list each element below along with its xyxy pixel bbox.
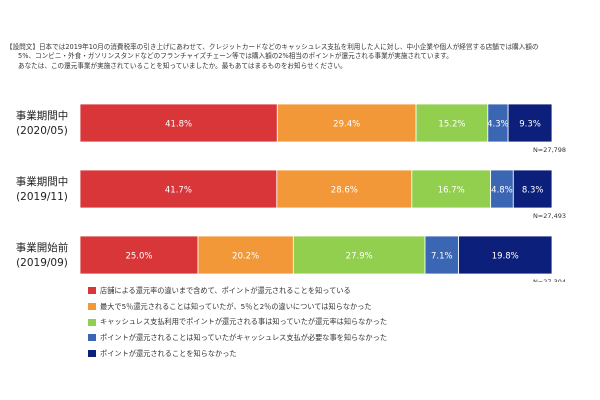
question-line: 5%、コンビニ・外食・ガソリンスタンドなどのフランチャイズチェーン等では購入額の… <box>18 52 453 61</box>
legend-label: ポイントが還元されることは知っていたがキャッシュレス支払が必要な事を知らなかった <box>100 333 388 343</box>
legend-label: ポイントが還元されることを知らなかった <box>100 348 237 358</box>
category-sublabel: (2019/11) <box>16 191 68 203</box>
data-label: 7.1% <box>431 252 453 262</box>
legend-item: 最大で5％還元されることは知っていたが、5％と2％の違いについては知らなかった <box>88 299 387 315</box>
question-text: 【設問文】日本では2019年10月の消費税率の引き上げにあわせて、クレジットカー… <box>6 43 596 71</box>
data-label: 4.8% <box>491 186 513 196</box>
data-label: 25.0% <box>125 252 152 262</box>
bar-segment <box>276 103 417 143</box>
legend-label: 最大で5％還元されることは知っていたが、5％と2％の違いについては知らなかった <box>100 301 372 311</box>
legend-swatch <box>88 350 96 358</box>
legend-swatch <box>88 334 96 342</box>
legend-swatch <box>88 318 96 326</box>
category-label: 事業期間中 <box>16 109 69 122</box>
data-label: 20.2% <box>232 252 259 262</box>
chart-legend: 店舗による還元率の違いまで含めて、ポイントが還元されることを知っている 最大で5… <box>88 283 387 361</box>
legend-label: キャッシュレス支払利用でポイントが還元される事は知っていたが還元率は知らなかった <box>100 317 388 327</box>
sample-size-label: N=27,493 <box>533 212 566 220</box>
bar-segment <box>292 235 426 275</box>
category-label: 事業期間中 <box>16 175 69 188</box>
legend-item: ポイントが還元されることを知らなかった <box>88 346 387 362</box>
legend-item: ポイントが還元されることは知っていたがキャッシュレス支払が必要な事を知らなかった <box>88 330 387 346</box>
question-line: あなたは、この還元事業が実施されていることを知っていましたか。最もあてはまるもの… <box>18 61 347 70</box>
data-label: 41.7% <box>165 186 192 196</box>
legend-item: キャッシュレス支払利用でポイントが還元される事は知っていたが還元率は知らなかった <box>88 314 387 330</box>
category-sublabel: (2019/09) <box>16 257 68 269</box>
legend-label: 店舗による還元率の違いまで含めて、ポイントが還元されることを知っている <box>100 286 351 295</box>
sample-size-label: N=27,798 <box>533 146 566 154</box>
data-label: 9.3% <box>519 120 541 130</box>
category-sublabel: (2020/05) <box>16 125 68 137</box>
data-label: 19.8% <box>492 252 519 262</box>
sample-size-label: N=27,304 <box>533 278 566 282</box>
data-label: 16.7% <box>438 186 465 196</box>
bar-segment <box>512 169 553 209</box>
data-label: 29.4% <box>333 120 360 130</box>
bar-segment <box>415 103 489 143</box>
category-label: 事業開始前 <box>16 241 69 254</box>
data-label: 15.2% <box>438 120 465 130</box>
question-line: 【設問文】日本では2019年10月の消費税率の引き上げにあわせて、クレジットカー… <box>6 43 539 51</box>
data-label: 8.3% <box>522 186 544 196</box>
bar-segment <box>458 235 553 275</box>
bar-segment <box>79 235 199 275</box>
bar-segment <box>79 169 278 209</box>
bar-segment <box>79 103 278 143</box>
bar-segment <box>276 169 413 209</box>
legend-item: 店舗による還元率の違いまで含めて、ポイントが還元されることを知っている <box>88 283 387 299</box>
stacked-bar-chart: 事業期間中 (2020/05) 41.8% 29.4% 15.2% 4.3% 9.3% N=2… <box>16 103 566 282</box>
legend-swatch <box>88 287 96 295</box>
data-label: 28.6% <box>331 186 358 196</box>
data-label: 41.8% <box>165 120 192 130</box>
legend-swatch <box>88 303 96 311</box>
data-label: 4.3% <box>487 120 509 130</box>
bar-segment <box>507 103 553 143</box>
data-label: 27.9% <box>346 252 373 262</box>
